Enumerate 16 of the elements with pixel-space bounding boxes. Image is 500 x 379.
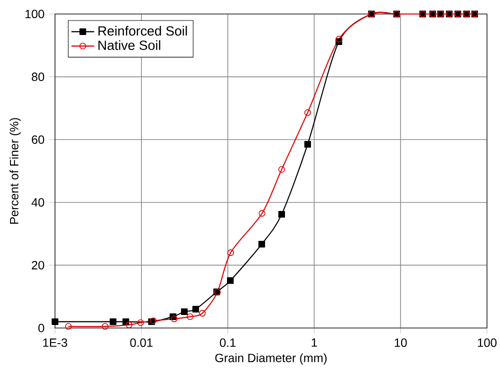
x-axis-title: Grain Diameter (mm) — [215, 353, 327, 365]
x-tick-label: 0.01 — [130, 338, 152, 347]
legend-label: Native Soil — [98, 40, 160, 50]
x-tick-label: 100 — [478, 338, 497, 347]
x-tick-label: 1E-3 — [43, 338, 68, 347]
y-tick-label: 40 — [32, 198, 44, 207]
x-tick-label: 0.1 — [220, 338, 236, 347]
y-tick-label: 0 — [38, 324, 44, 332]
x-tick-label: 10 — [394, 338, 407, 347]
legend-label: Reinforced Soil — [98, 26, 187, 36]
y-tick-label: 20 — [32, 260, 44, 270]
y-tick-label: 60 — [32, 135, 44, 144]
y-axis-title: Percent of Finer (%) — [10, 118, 21, 224]
x-tick-label: 1 — [312, 338, 317, 347]
y-tick-label: 100 — [26, 10, 44, 18]
y-tick-label: 80 — [32, 72, 44, 82]
